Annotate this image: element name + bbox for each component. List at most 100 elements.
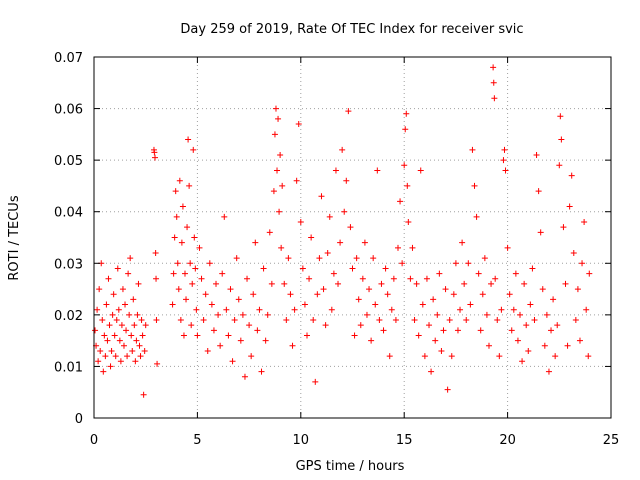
data-point	[481, 255, 488, 262]
data-point	[332, 167, 339, 174]
data-point	[151, 149, 158, 156]
data-point	[351, 332, 358, 339]
data-point	[411, 317, 418, 324]
data-point	[191, 234, 198, 241]
data-point	[103, 301, 110, 308]
data-point	[181, 270, 188, 277]
data-point	[252, 239, 259, 246]
data-point	[229, 358, 236, 365]
data-point	[183, 296, 190, 303]
data-point	[115, 306, 122, 313]
data-point	[246, 322, 253, 329]
chart-title: Day 259 of 2019, Rate Of TEC Index for r…	[180, 22, 523, 37]
data-point	[514, 337, 521, 344]
data-point	[152, 154, 159, 161]
data-point	[178, 239, 185, 246]
data-point	[545, 368, 552, 375]
data-point	[250, 291, 257, 298]
data-point	[170, 270, 177, 277]
data-point	[174, 260, 181, 267]
data-point	[521, 280, 528, 287]
data-point	[278, 244, 285, 251]
data-point	[585, 353, 592, 360]
data-point	[483, 311, 490, 318]
data-point	[299, 265, 306, 272]
data-point	[136, 342, 143, 349]
data-point	[258, 368, 265, 375]
data-point	[374, 167, 381, 174]
data-point	[372, 301, 379, 308]
data-point	[366, 286, 373, 293]
y-tick-label: 0.05	[54, 154, 83, 169]
data-point	[558, 136, 565, 143]
x-tick-label: 25	[603, 433, 620, 448]
data-point	[500, 157, 507, 164]
data-point	[206, 260, 213, 267]
data-point	[399, 260, 406, 267]
data-point	[473, 213, 480, 220]
data-point	[194, 332, 201, 339]
data-point	[494, 317, 501, 324]
data-point	[502, 167, 509, 174]
data-point	[171, 234, 178, 241]
data-point	[490, 64, 497, 71]
data-point	[330, 270, 337, 277]
axis-ticks	[93, 56, 612, 419]
data-point	[138, 317, 145, 324]
data-point	[402, 126, 409, 133]
data-point	[304, 332, 311, 339]
data-point	[96, 286, 103, 293]
data-point	[349, 265, 356, 272]
data-point	[440, 327, 447, 334]
data-point	[152, 249, 159, 256]
data-point	[531, 317, 538, 324]
data-point	[293, 177, 300, 184]
y-axis-label: ROTI / TECUs	[7, 195, 22, 280]
data-point	[454, 327, 461, 334]
data-point	[130, 296, 137, 303]
data-point	[498, 306, 505, 313]
data-point	[285, 255, 292, 262]
data-point	[190, 146, 197, 153]
data-point	[172, 188, 179, 195]
data-point	[262, 337, 269, 344]
data-point	[492, 275, 499, 282]
data-point	[339, 146, 346, 153]
tick-labels: 0 0.01 0.02 0.03 0.04 0.05 0.06 0.07 0 5 10 15 20 25	[54, 51, 619, 448]
data-point	[92, 327, 99, 334]
data-point	[264, 311, 271, 318]
data-point	[343, 177, 350, 184]
data-point	[363, 311, 370, 318]
data-point	[370, 255, 377, 262]
data-point	[140, 391, 147, 398]
data-point	[186, 182, 193, 189]
data-point	[479, 291, 486, 298]
data-point	[274, 167, 281, 174]
data-point	[297, 219, 304, 226]
x-tick-label: 5	[193, 433, 201, 448]
data-point	[355, 296, 362, 303]
data-point	[403, 110, 410, 117]
data-point	[404, 182, 411, 189]
data-point	[268, 280, 275, 287]
data-point	[417, 167, 424, 174]
data-point	[390, 275, 397, 282]
data-point	[314, 291, 321, 298]
data-point	[407, 275, 414, 282]
data-point	[328, 306, 335, 313]
data-point	[204, 347, 211, 354]
data-point	[101, 332, 108, 339]
data-point	[198, 275, 205, 282]
data-point	[107, 363, 114, 370]
data-point	[459, 239, 466, 246]
data-point	[361, 239, 368, 246]
data-point	[519, 358, 526, 365]
data-point	[239, 311, 246, 318]
data-point	[586, 270, 593, 277]
data-point	[320, 286, 327, 293]
data-point	[175, 286, 182, 293]
data-point	[200, 317, 207, 324]
x-axis-label: GPS time / hours	[296, 459, 405, 474]
data-point	[535, 188, 542, 195]
